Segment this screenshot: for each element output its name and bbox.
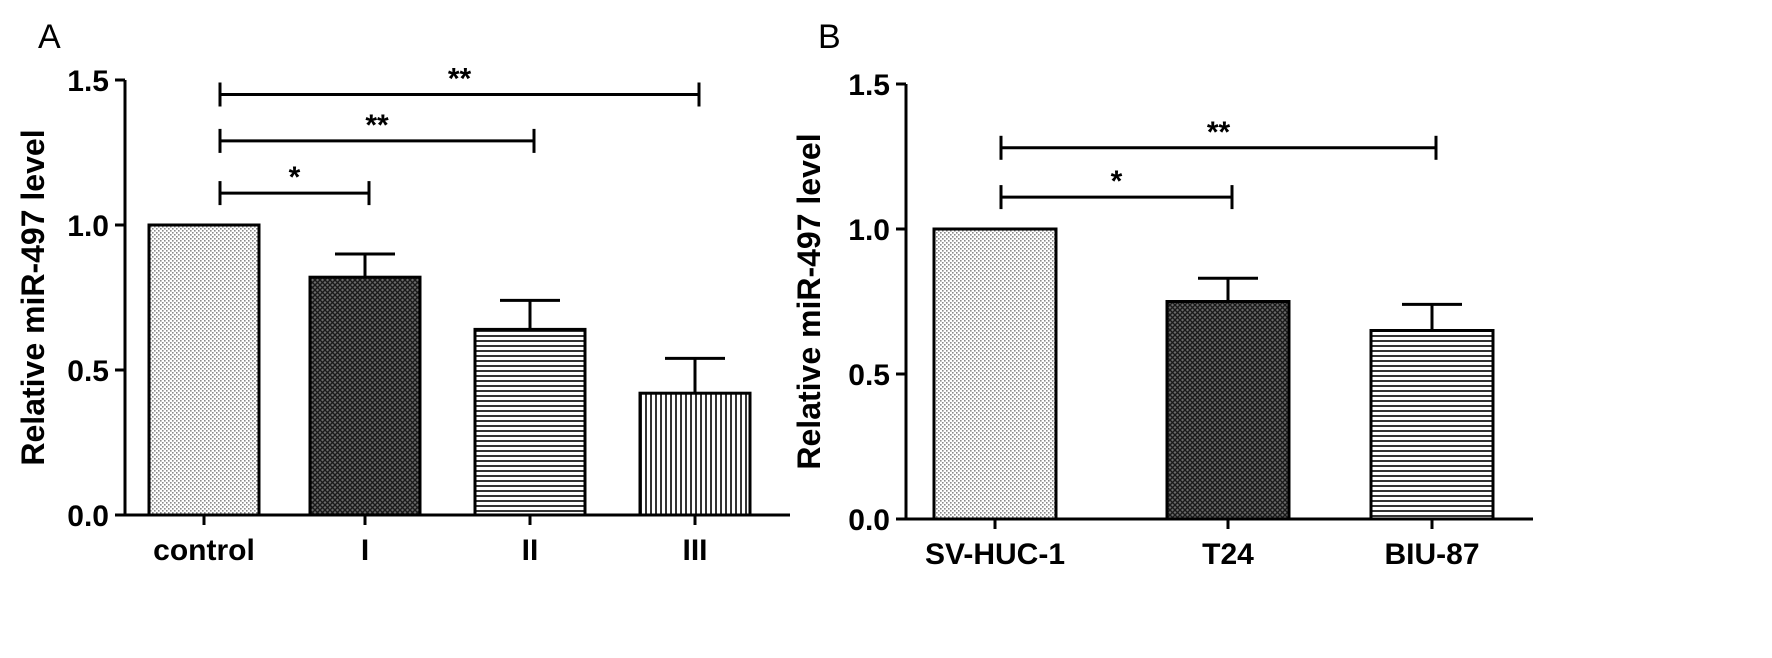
y-tick-label: 0.5 — [848, 359, 890, 392]
bar — [473, 327, 587, 517]
y-tick-label: 0.5 — [67, 355, 109, 388]
significance-label: * — [1111, 165, 1123, 198]
chart-panel-a: A 0.0 0.5 1.0 1.5 Relative miR-497 level contr… — [15, 18, 790, 567]
significance-label: ** — [448, 63, 472, 96]
y-tick-label: 1.0 — [848, 214, 890, 247]
y-tick-label: 0.0 — [67, 500, 109, 533]
y-tick-label: 1.5 — [67, 65, 109, 98]
x-tick-label: SV-HUC-1 — [925, 538, 1065, 571]
x-tick-label: II — [522, 534, 539, 567]
y-tick-label: 1.0 — [67, 210, 109, 243]
bar — [1165, 300, 1291, 521]
panel-letter: A — [38, 18, 61, 56]
bar — [1369, 329, 1495, 521]
bar — [638, 391, 752, 517]
significance-label: ** — [1207, 116, 1231, 149]
significance-label: ** — [365, 109, 389, 142]
x-tick-label: I — [361, 534, 369, 567]
panel-letter: B — [818, 18, 841, 56]
y-tick-label: 1.5 — [848, 69, 890, 102]
x-tick-label: III — [682, 534, 707, 567]
y-tick-label: 0.0 — [848, 504, 890, 537]
y-axis-title: Relative miR-497 level — [15, 129, 51, 465]
bar — [932, 227, 1058, 521]
x-tick-label: control — [153, 534, 255, 567]
bar — [308, 275, 422, 517]
chart-panel-b: B 0.0 0.5 1.0 1.5 Relative miR-497 level SV-HU… — [791, 18, 1533, 571]
y-axis-title: Relative miR-497 level — [791, 133, 827, 469]
x-tick-label: T24 — [1202, 538, 1254, 571]
significance-label: * — [289, 161, 301, 194]
bar — [147, 223, 261, 517]
x-tick-label: BIU-87 — [1384, 538, 1479, 571]
